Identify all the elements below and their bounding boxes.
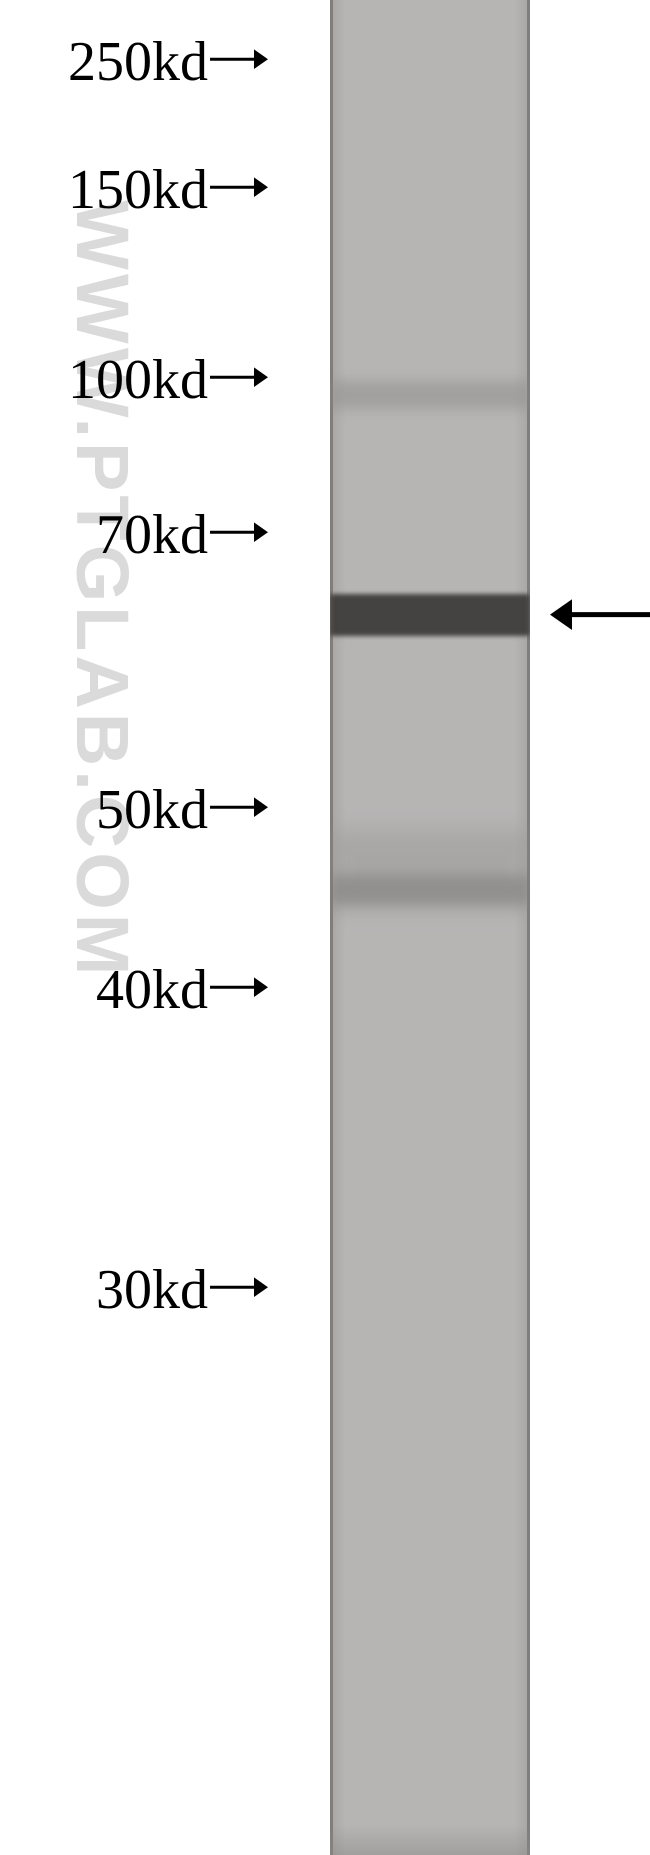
band-1 (330, 594, 530, 636)
arrow-right-icon (210, 1276, 268, 1303)
arrow-right-icon (210, 796, 268, 823)
mw-marker-label: 40kd (96, 958, 208, 1022)
target-band-arrow (550, 597, 650, 637)
mw-marker-100kd: 100kd (68, 346, 268, 413)
mw-marker-label: 150kd (68, 158, 208, 222)
band-0 (330, 381, 530, 409)
band-3 (330, 875, 530, 905)
mw-marker-250kd: 250kd (68, 28, 268, 95)
blot-lane (330, 0, 530, 1855)
mw-marker-30kd: 30kd (96, 1256, 268, 1323)
mw-marker-label: 30kd (96, 1258, 208, 1322)
arrow-right-icon (210, 521, 268, 548)
mw-marker-70kd: 70kd (96, 501, 268, 568)
arrow-right-icon (210, 366, 268, 393)
mw-marker-label: 100kd (68, 348, 208, 412)
mw-marker-40kd: 40kd (96, 956, 268, 1023)
arrow-right-icon (210, 176, 268, 203)
mw-marker-50kd: 50kd (96, 776, 268, 843)
mw-marker-label: 70kd (96, 503, 208, 567)
lane-bottom-shadow (330, 1825, 530, 1855)
arrow-right-icon (210, 48, 268, 75)
mw-marker-label: 250kd (68, 30, 208, 94)
arrow-right-icon (210, 976, 268, 1003)
watermark-text: WWW.PTGLAB.COM (60, 200, 145, 979)
western-blot-figure: WWW.PTGLAB.COM 250kd 150kd 100kd 70kd 50kd 40… (0, 0, 650, 1855)
mw-marker-150kd: 150kd (68, 156, 268, 223)
lane-edge-left (330, 0, 333, 1855)
lane-edge-right (527, 0, 530, 1855)
mw-marker-label: 50kd (96, 778, 208, 842)
